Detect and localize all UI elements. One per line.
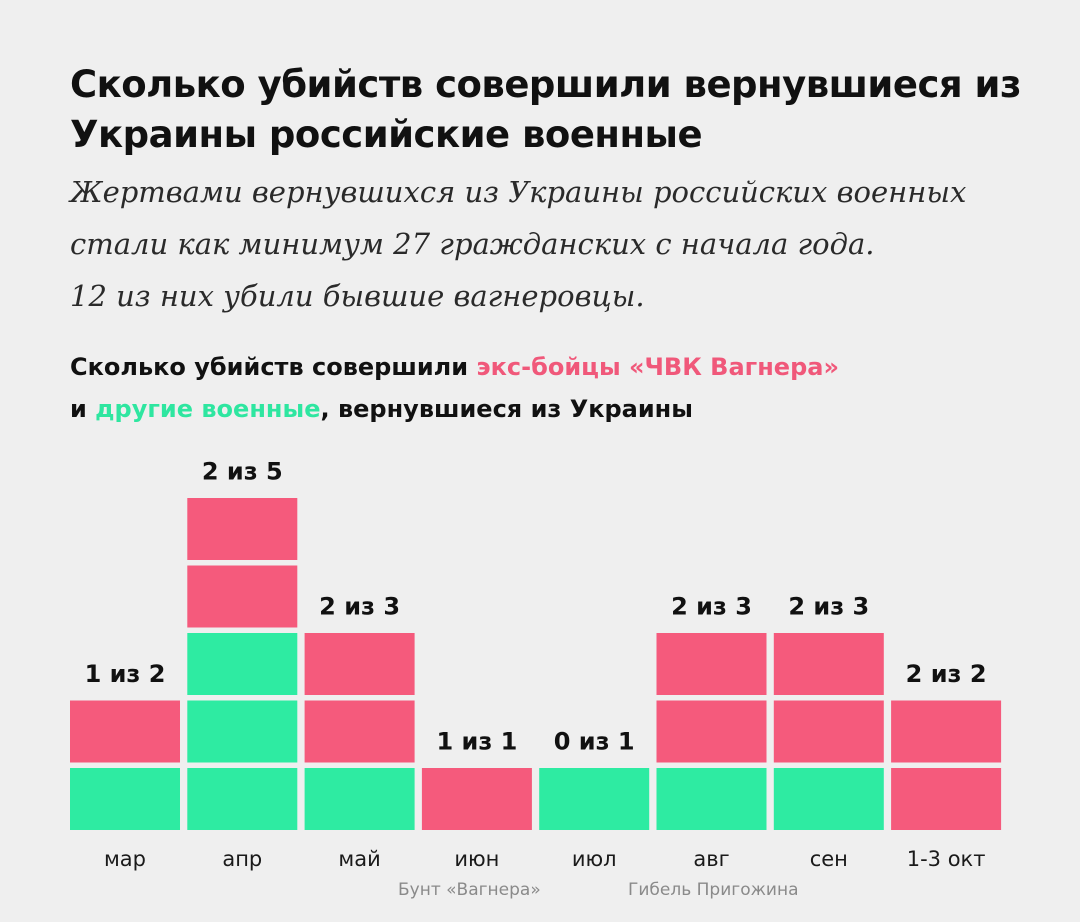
bar-block-wagner <box>891 700 1002 763</box>
subtitle-line-1: Жертвами вернувшихся из Украины российск… <box>70 175 967 209</box>
x-tick-label: июл <box>572 847 617 871</box>
data-label: 1 из 1 <box>436 728 517 756</box>
bar-block-wagner <box>773 700 884 763</box>
subtitle: Жертвами вернувшихся из Украины российск… <box>70 166 1030 322</box>
bar-block-other-military <box>187 768 298 830</box>
data-label: 2 из 3 <box>671 593 752 621</box>
bar-block-wagner <box>773 633 884 695</box>
chart-heading-line-2: и другие военные, вернувшиеся из Украины <box>70 388 1030 430</box>
x-tick-label: сен <box>810 847 848 871</box>
bar-block-wagner <box>187 565 298 628</box>
chart-heading-text-2: и <box>70 395 96 423</box>
bar-block-other-military <box>656 768 767 830</box>
chart-heading-text-3: , вернувшиеся из Украины <box>320 395 693 423</box>
bar-block-other-military <box>773 768 884 830</box>
page-title: Сколько убийств совершили вернувшиеся из… <box>70 63 1021 156</box>
x-tick-label: авг <box>693 847 729 871</box>
chart-heading-line-1: Сколько убийств совершили экс-бойцы «ЧВК… <box>70 346 1030 388</box>
legend-wagner: экс-бойцы «ЧВК Вагнера» <box>476 353 839 381</box>
chart-heading-text-1: Сколько убийств совершили <box>70 353 477 381</box>
bar-block-wagner <box>304 633 415 695</box>
bar-block-other-military <box>304 768 415 830</box>
x-tick-label: апр <box>222 847 262 871</box>
subtitle-line-3: 12 из них убили бывшие вагнеровцы. <box>70 279 645 313</box>
bar-block-wagner <box>656 633 767 695</box>
data-label: 2 из 3 <box>319 593 400 621</box>
data-label: 1 из 2 <box>85 660 166 688</box>
annotation-wagner-mutiny: Бунт «Вагнера» <box>398 880 541 900</box>
bar-block-other-military <box>187 700 298 763</box>
bar-block-wagner <box>421 768 532 830</box>
data-label: 2 из 2 <box>906 660 987 688</box>
chart-heading: Сколько убийств совершили экс-бойцы «ЧВК… <box>70 346 1030 430</box>
subtitle-line-2: стали как минимум 27 гражданских с начал… <box>70 227 875 261</box>
bar-block-wagner <box>70 700 180 763</box>
bar-block-wagner <box>891 768 1002 830</box>
annotation-prigozhin-death: Гибель Пригожина <box>628 880 799 900</box>
x-tick-label: май <box>338 847 380 871</box>
x-tick-label: мар <box>104 847 146 871</box>
legend-other-military: другие военные <box>95 395 321 423</box>
data-label: 2 из 3 <box>788 593 869 621</box>
x-tick-label: июн <box>454 847 499 871</box>
bar-block-other-military <box>187 633 298 695</box>
data-label: 0 из 1 <box>554 728 635 756</box>
bar-block-wagner <box>304 700 415 763</box>
bar-block-wagner <box>187 498 298 560</box>
bar-block-other-military <box>70 768 180 830</box>
data-label: 2 из 5 <box>202 458 283 486</box>
bar-block-other-military <box>539 768 650 830</box>
bar-block-wagner <box>656 700 767 763</box>
x-tick-label: 1-3 окт <box>907 847 986 871</box>
